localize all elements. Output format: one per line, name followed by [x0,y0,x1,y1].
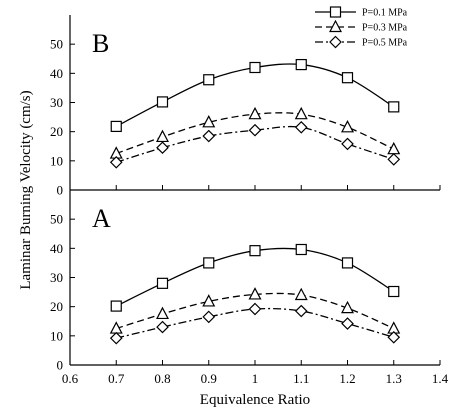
data-point-diamond [387,330,401,344]
data-point-square [295,58,307,71]
panel-label: A [92,204,111,233]
data-point-triangle [156,129,169,143]
data-point-square [388,285,400,298]
legend-label: P=0.1 MPa [362,8,408,19]
data-point-square [110,120,122,133]
y-tick-label: 40 [50,241,63,256]
data-point-square [156,277,169,289]
y-tick-label: 20 [50,124,63,139]
data-point-square [249,245,261,257]
data-point-diamond [109,155,123,169]
data-point-triangle [248,287,262,300]
data-point-square [341,257,354,269]
y-tick-label: 30 [50,95,63,110]
legend-marker-diamond [329,35,342,49]
data-point-triangle [341,300,354,314]
x-tick-label: 0.7 [108,371,125,386]
y-axis-title: Laminar Burning Velocity (cm/s) [18,90,34,289]
data-point-diamond [341,137,354,151]
data-point-diamond [248,302,262,316]
data-point-square [203,74,215,86]
y-tick-label: 30 [50,270,63,285]
data-point-triangle [202,294,216,307]
y-tick-label: 10 [50,153,63,168]
y-tick-label: 10 [50,328,63,343]
data-point-diamond [156,320,169,334]
data-point-triangle [294,106,308,120]
data-point-diamond [109,331,123,345]
y-tick-label: 20 [50,299,63,314]
data-point-diamond [202,310,216,324]
data-point-square [110,300,122,312]
data-point-triangle [248,106,262,120]
y-tick-label: 0 [57,183,64,198]
x-tick-label: 0.6 [62,371,79,386]
panel-label: B [92,29,109,58]
x-tick-label: 0.9 [201,371,217,386]
data-point-triangle [341,119,354,133]
x-tick-label: 0.8 [154,371,170,386]
data-point-diamond [294,304,308,318]
legend-marker-triangle [329,19,342,33]
data-point-square [295,243,307,256]
data-point-diamond [341,317,354,330]
data-point-square [388,101,400,113]
x-axis-title: Equivalence Ratio [200,392,310,408]
data-point-square [203,257,215,269]
data-point-triangle [294,287,308,301]
data-point-diamond [156,141,169,155]
y-tick-label: 50 [50,37,63,52]
data-point-square [156,96,169,108]
x-tick-label: 1.1 [293,371,309,386]
data-point-diamond [387,153,401,166]
x-tick-label: 1.2 [339,371,355,386]
x-tick-label: 1 [252,371,259,386]
legend-label: P=0.5 MPa [362,38,408,49]
data-point-diamond [294,120,308,134]
data-point-square [341,72,354,84]
x-tick-label: 1.4 [432,371,449,386]
data-point-diamond [248,123,262,137]
y-tick-label: 40 [50,66,63,81]
legend-label: P=0.3 MPa [362,23,408,34]
legend-marker-square [329,6,342,18]
x-tick-label: 1.3 [386,371,402,386]
data-point-triangle [202,115,216,128]
data-point-square [249,61,261,74]
data-point-triangle [156,306,169,320]
y-tick-label: 50 [50,212,63,227]
data-point-triangle [387,141,401,155]
y-tick-label: 0 [57,358,64,373]
data-point-diamond [202,129,216,143]
